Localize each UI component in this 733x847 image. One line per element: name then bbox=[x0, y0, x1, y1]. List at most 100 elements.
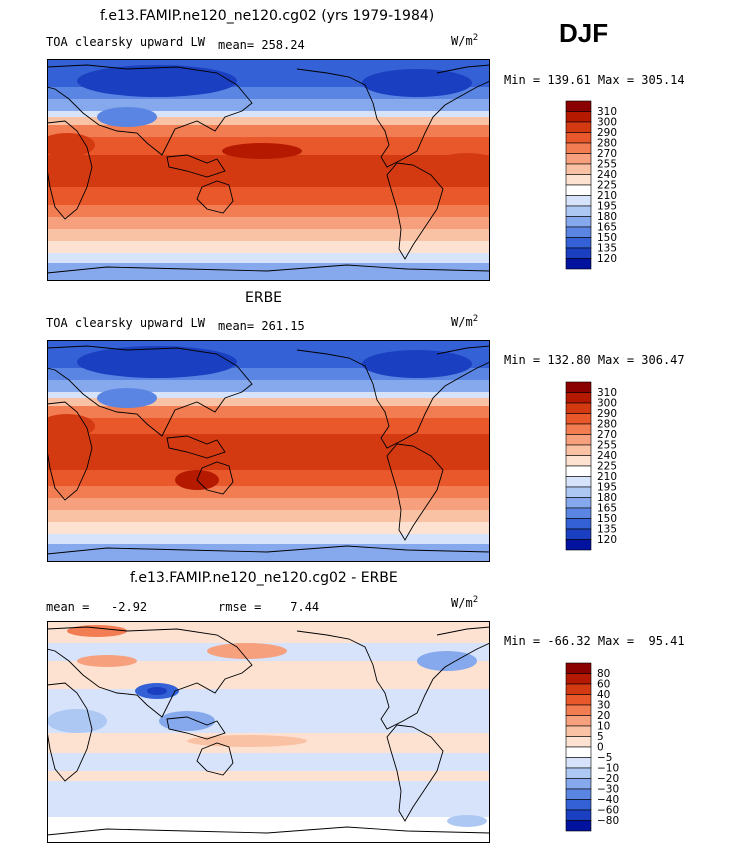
colorbar-swatch bbox=[565, 392, 592, 404]
colorbar-tick-label: 150 bbox=[597, 232, 617, 244]
colorbar-swatch bbox=[565, 518, 592, 530]
colorbar-tick-label: −10 bbox=[597, 763, 619, 775]
panel-2-units: W/m2 bbox=[451, 314, 479, 329]
colorbar-swatch bbox=[565, 528, 592, 540]
map-band-lat-s70 bbox=[47, 253, 490, 265]
map-band-antarctic bbox=[47, 263, 490, 281]
colorbar-swatch bbox=[565, 486, 592, 498]
colorbar-tick-label: 300 bbox=[597, 398, 617, 410]
colorbar-tick-label: 195 bbox=[597, 482, 617, 494]
colorbar-tick-label: 280 bbox=[597, 419, 617, 431]
map-band-lat-s40 bbox=[47, 217, 490, 231]
colorbar-swatch bbox=[565, 662, 592, 674]
colorbar-swatch bbox=[565, 683, 592, 695]
colorbar-swatch bbox=[565, 423, 592, 435]
map-band-lat-50 bbox=[47, 99, 490, 113]
colorbar-tick-label: 80 bbox=[597, 668, 610, 680]
colorbar-swatch bbox=[565, 673, 592, 685]
colorbar-swatch bbox=[565, 216, 592, 228]
colorbar-tick-label: 255 bbox=[597, 159, 617, 171]
colorbar-swatch bbox=[565, 444, 592, 456]
colorbar-swatch bbox=[565, 402, 592, 414]
colorbar-swatch bbox=[565, 195, 592, 207]
colorbar-tick-label: 210 bbox=[597, 471, 617, 483]
colorbar-tick-label: 165 bbox=[597, 503, 617, 515]
colorbar-swatch bbox=[565, 100, 592, 112]
colorbar-swatch bbox=[565, 539, 592, 551]
colorbar-swatch bbox=[565, 799, 592, 811]
panel-2-coastlines bbox=[47, 345, 490, 555]
panel-1-minmax: Min = 139.61 Max = 305.14 bbox=[504, 73, 685, 87]
colorbar-swatch bbox=[565, 153, 592, 165]
colorbar-tick-label: 180 bbox=[597, 211, 617, 223]
panel-1-coastlines bbox=[47, 64, 490, 274]
panel-2-title: ERBE bbox=[245, 290, 283, 306]
panel-3-title: f.e13.FAMIP.ne120_ne120.cg02 - ERBE bbox=[130, 570, 398, 586]
colorbar-swatch bbox=[565, 237, 592, 249]
colorbar-tick-label: 195 bbox=[597, 201, 617, 213]
colorbar-swatch bbox=[565, 725, 592, 737]
colorbar-tick-label: 310 bbox=[597, 387, 617, 399]
colorbar-tick-label: −30 bbox=[597, 784, 619, 796]
colorbar-swatch bbox=[565, 455, 592, 467]
colorbar-tick-label: 135 bbox=[597, 524, 617, 536]
map-band-lat-40 bbox=[47, 111, 490, 119]
colorbar-tick-label: 0 bbox=[597, 742, 604, 754]
panel-2-minmax: Min = 132.80 Max = 306.47 bbox=[504, 353, 685, 367]
colorbar-swatch bbox=[565, 226, 592, 238]
colorbar-tick-label: −60 bbox=[597, 805, 619, 817]
colorbar-swatch bbox=[565, 163, 592, 175]
colorbar-tick-label: 280 bbox=[597, 138, 617, 150]
colorbar-tick-label: −20 bbox=[597, 773, 619, 785]
panel-2-colorbar: 3103002902802702552402252101951801651501… bbox=[565, 381, 617, 551]
panel-1-colorbar: 3103002902802702552402252101951801651501… bbox=[565, 100, 617, 270]
panel-1-units: W/m2 bbox=[451, 33, 479, 48]
colorbar-swatch bbox=[565, 767, 592, 779]
panel-2-variable-label: TOA clearsky upward LW bbox=[46, 316, 205, 330]
colorbar-tick-label: 240 bbox=[597, 450, 617, 462]
colorbar-swatch bbox=[565, 746, 592, 758]
colorbar-tick-label: 290 bbox=[597, 408, 617, 420]
colorbar-swatch bbox=[565, 736, 592, 748]
map-feature-sahara-warm bbox=[47, 133, 95, 157]
map-feature-pacific-warm bbox=[222, 143, 302, 159]
colorbar-swatch bbox=[565, 465, 592, 477]
colorbar-tick-label: 270 bbox=[597, 148, 617, 160]
map-band-lat-30 bbox=[47, 117, 490, 127]
colorbar-tick-label: 270 bbox=[597, 429, 617, 441]
colorbar-tick-label: 20 bbox=[597, 710, 610, 722]
colorbar-swatch bbox=[565, 788, 592, 800]
colorbar-swatch bbox=[565, 381, 592, 393]
panel-3-rmse: rmse = 7.44 bbox=[218, 600, 320, 614]
colorbar-swatch bbox=[565, 121, 592, 133]
colorbar-swatch bbox=[565, 507, 592, 519]
colorbar-swatch bbox=[565, 715, 592, 727]
colorbar-tick-label: 135 bbox=[597, 243, 617, 255]
map-feature-atlantic-warm bbox=[437, 153, 490, 173]
colorbar-tick-label: 255 bbox=[597, 440, 617, 452]
panel-2-mean: mean= 261.15 bbox=[218, 319, 305, 333]
colorbar-tick-label: 60 bbox=[597, 679, 610, 691]
panel-2-map bbox=[47, 340, 490, 562]
colorbar-swatch bbox=[565, 142, 592, 154]
colorbar-swatch bbox=[565, 434, 592, 446]
map-feature-canada-cold bbox=[362, 69, 472, 97]
panel-1-variable-label: TOA clearsky upward LW bbox=[46, 35, 205, 49]
panel-3-minmax: Min = -66.32 Max = 95.41 bbox=[504, 634, 685, 648]
colorbar-tick-label: −40 bbox=[597, 794, 619, 806]
colorbar-tick-label: 240 bbox=[597, 169, 617, 181]
colorbar-swatch bbox=[565, 174, 592, 186]
panel-3-units: W/m2 bbox=[451, 595, 479, 610]
map-band-lat-s60 bbox=[47, 241, 490, 255]
colorbar-swatch bbox=[565, 205, 592, 217]
panel-1-title: f.e13.FAMIP.ne120_ne120.cg02 (yrs 1979-1… bbox=[100, 8, 435, 24]
map-band-lat-s50 bbox=[47, 229, 490, 243]
colorbar-tick-label: 180 bbox=[597, 492, 617, 504]
colorbar-tick-label: 120 bbox=[597, 253, 617, 265]
colorbar-swatch bbox=[565, 111, 592, 123]
colorbar-tick-label: 225 bbox=[597, 461, 617, 473]
colorbar-tick-label: 210 bbox=[597, 190, 617, 202]
colorbar-tick-label: 290 bbox=[597, 127, 617, 139]
panel-3-coastlines bbox=[47, 626, 490, 836]
